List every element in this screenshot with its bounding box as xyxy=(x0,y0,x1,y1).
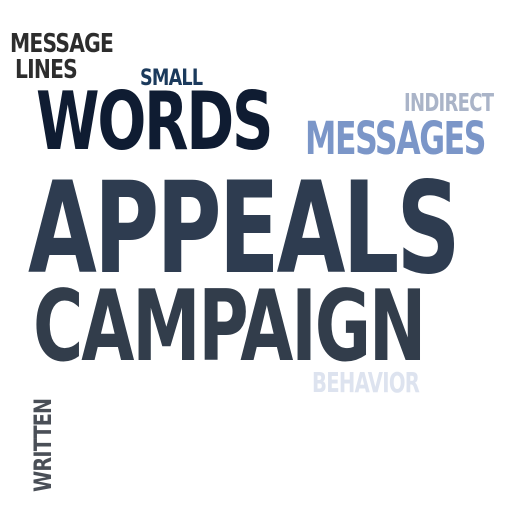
word-appeals: APPEALS xyxy=(28,154,461,302)
word-written: WRITTEN xyxy=(29,398,57,492)
word-small: SMALL xyxy=(140,66,203,91)
word-message: MESSAGE xyxy=(10,29,114,59)
word-lines: LINES xyxy=(15,55,78,85)
word-indirect: INDIRECT xyxy=(404,88,494,117)
word-messages: MESSAGES xyxy=(305,112,486,165)
word-campaign: CAMPAIGN xyxy=(33,270,426,384)
word-words: WORDS xyxy=(36,75,274,168)
word-behavior: BEHAVIOR xyxy=(312,366,420,399)
